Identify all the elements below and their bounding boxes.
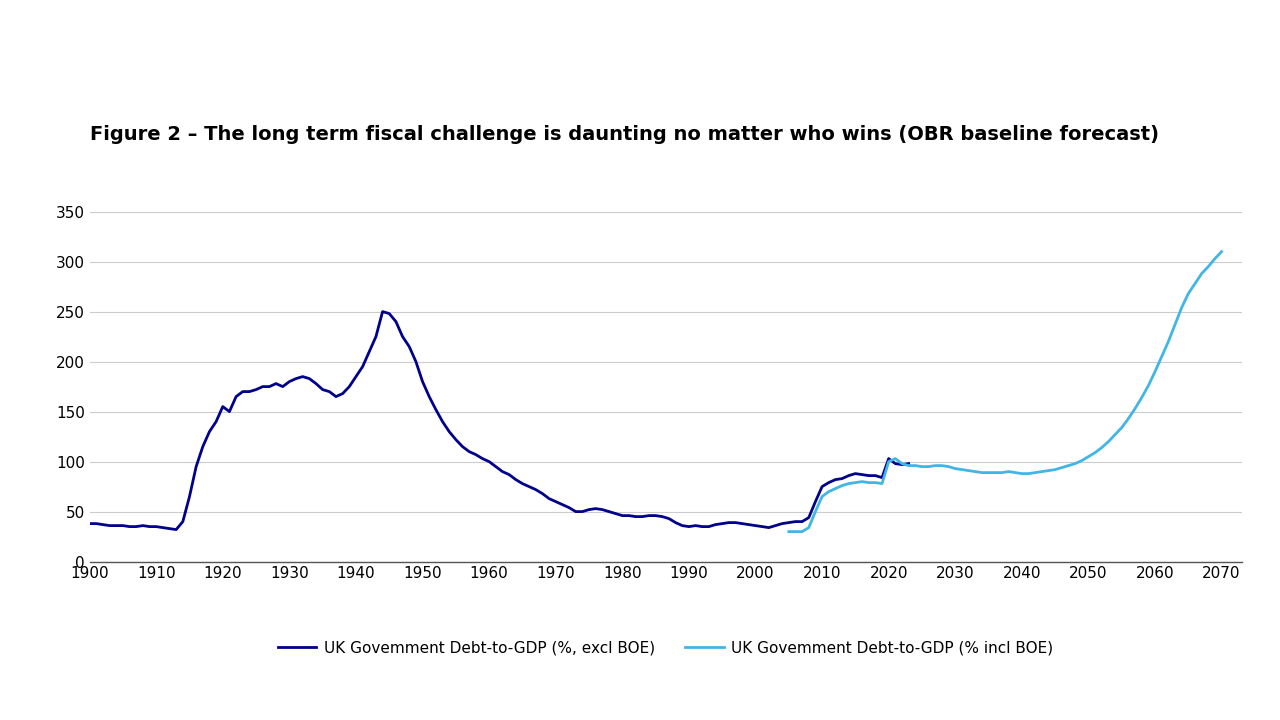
- UK Govemment Debt-to-GDP (%, excl BOE): [328, 392, 343, 401]
- Legend: UK Govemment Debt-to-GDP (%, excl BOE), UK Govemment Debt-to-GDP (% incl BOE): UK Govemment Debt-to-GDP (%, excl BOE), …: [271, 634, 1060, 661]
- UK Govemment Debt-to-GDP (% incl BOE): [1180, 289, 1196, 298]
- UK Govemment Debt-to-GDP (%, excl BOE): [454, 442, 470, 451]
- UK Govemment Debt-to-GDP (%, excl BOE): [88, 519, 104, 528]
- Line: UK Govemment Debt-to-GDP (% incl BOE): UK Govemment Debt-to-GDP (% incl BOE): [788, 251, 1221, 531]
- Text: Figure 2 – The long term fiscal challenge is daunting no matter who wins (OBR ba: Figure 2 – The long term fiscal challeng…: [90, 125, 1158, 144]
- UK Govemment Debt-to-GDP (%, excl BOE): [82, 519, 97, 528]
- UK Govemment Debt-to-GDP (%, excl BOE): [375, 307, 390, 316]
- UK Govemment Debt-to-GDP (% incl BOE): [1213, 247, 1229, 256]
- UK Govemment Debt-to-GDP (%, excl BOE): [242, 387, 257, 396]
- UK Govemment Debt-to-GDP (%, excl BOE): [169, 526, 184, 534]
- UK Govemment Debt-to-GDP (% incl BOE): [1121, 414, 1137, 423]
- Line: UK Govemment Debt-to-GDP (%, excl BOE): UK Govemment Debt-to-GDP (%, excl BOE): [90, 312, 909, 530]
- UK Govemment Debt-to-GDP (%, excl BOE): [136, 521, 151, 530]
- UK Govemment Debt-to-GDP (%, excl BOE): [568, 508, 584, 516]
- UK Govemment Debt-to-GDP (% incl BOE): [914, 462, 929, 471]
- UK Govemment Debt-to-GDP (%, excl BOE): [901, 459, 916, 468]
- UK Govemment Debt-to-GDP (% incl BOE): [968, 467, 983, 476]
- UK Govemment Debt-to-GDP (% incl BOE): [847, 478, 863, 487]
- UK Govemment Debt-to-GDP (% incl BOE): [781, 527, 796, 536]
- UK Govemment Debt-to-GDP (% incl BOE): [887, 454, 902, 463]
